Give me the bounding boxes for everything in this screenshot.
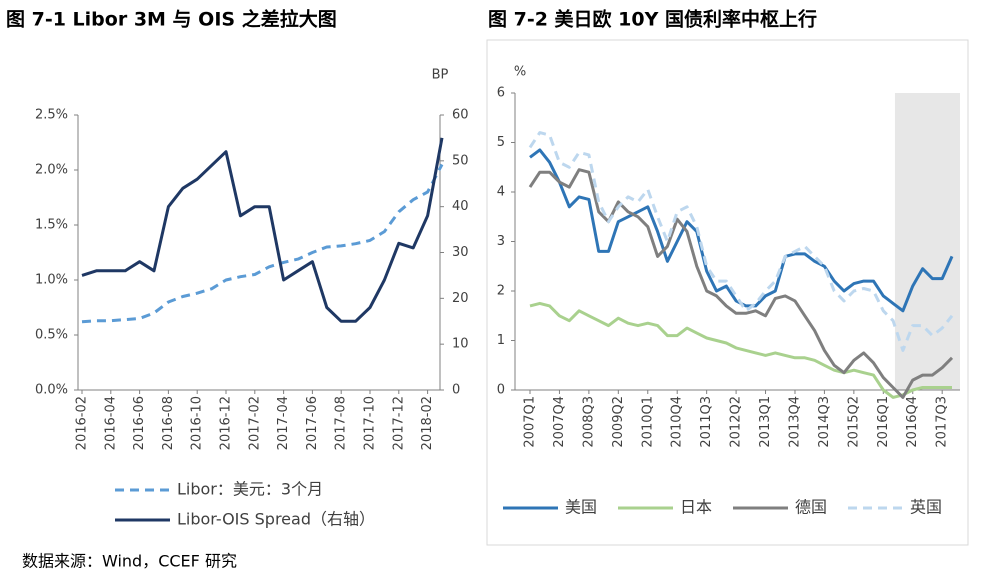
x-tick-label: 2017-12 [391, 396, 406, 450]
x-tick-label: 2008Q3 [581, 396, 596, 448]
y2-tick-label: 0 [452, 383, 460, 398]
x-tick-label: 2017-10 [363, 396, 378, 450]
x-tick-label: 2014Q3 [817, 396, 832, 448]
x-tick-label: 2016-04 [103, 396, 118, 450]
x-tick-label: 2017-06 [305, 396, 320, 450]
y-tick-label: 1.5% [35, 218, 68, 233]
x-tick-label: 2007Q1 [523, 396, 538, 448]
x-tick-label: 2016-06 [132, 396, 147, 450]
y-tick-label: 6 [497, 86, 505, 101]
chart-title: 图 7-1 Libor 3M 与 OIS 之差拉大图 [6, 8, 337, 31]
legend-label: Libor-OIS Spread（右轴） [177, 510, 375, 529]
line-series [529, 301, 952, 399]
y2-tick-label: 20 [452, 291, 469, 306]
y-tick-label: 0 [497, 383, 505, 398]
legend-label: 日本 [680, 498, 712, 517]
x-tick-label: 2015Q2 [846, 396, 861, 448]
x-tick-label: 2017-08 [334, 396, 349, 450]
chart-title: 图 7-2 美日欧 10Y 国债利率中枢上行 [488, 8, 817, 31]
y2-tick-label: 10 [452, 337, 469, 352]
x-tick-label: 2016-08 [161, 396, 176, 450]
x-tick-label: 2017Q3 [935, 396, 950, 448]
x-tick-label: 2018-02 [420, 396, 435, 450]
x-tick-label: 2016-10 [190, 396, 205, 450]
y-tick-label: 0.5% [35, 328, 68, 343]
y2-tick-label: 50 [452, 153, 469, 168]
x-tick-label: 2016-02 [75, 396, 90, 450]
panel-border [486, 39, 969, 546]
x-tick-label: 2016Q1 [876, 396, 891, 448]
y-axis-label: % [514, 65, 526, 80]
line-series [81, 137, 444, 323]
x-tick-label: 2011Q3 [699, 396, 714, 448]
y-tick-label: 1.0% [35, 273, 68, 288]
x-tick-label: 2017-04 [276, 396, 291, 450]
highlight-band [894, 93, 960, 390]
x-tick-label: 2013Q1 [758, 396, 773, 448]
x-tick-label: 2007Q4 [552, 396, 567, 448]
y-tick-label: 2.5% [35, 108, 68, 123]
line-series [81, 163, 444, 324]
y2-axis-label: BP [432, 68, 449, 83]
x-tick-label: 2016-12 [219, 396, 234, 450]
y-tick-label: 1 [497, 333, 505, 348]
legend-label: 英国 [910, 498, 942, 517]
y-tick-label: 4 [497, 185, 505, 200]
y2-tick-label: 60 [452, 108, 469, 123]
y-tick-label: 2 [497, 284, 505, 299]
y-tick-label: 2.0% [35, 163, 68, 178]
x-tick-label: 2010Q1 [640, 396, 655, 448]
line-series [528, 168, 954, 399]
x-tick-label: 2010Q4 [670, 396, 685, 448]
x-tick-label: 2009Q2 [611, 396, 626, 448]
x-tick-label: 2017-02 [247, 396, 262, 450]
legend-label: Libor：美元：3个月 [177, 480, 323, 499]
x-tick-label: 2012Q2 [729, 396, 744, 448]
line-series [528, 131, 954, 352]
y-tick-label: 0.0% [35, 383, 68, 398]
line-series [529, 148, 954, 313]
y-tick-label: 3 [497, 234, 505, 249]
x-tick-label: 2013Q4 [787, 396, 802, 448]
x-tick-label: 2016Q4 [905, 396, 920, 448]
legend-label: 德国 [795, 498, 827, 517]
y-tick-label: 5 [497, 135, 505, 150]
legend-label: 美国 [565, 498, 597, 517]
source-note: 数据来源：Wind，CCEF 研究 [22, 552, 237, 571]
y2-tick-label: 30 [452, 245, 469, 260]
y2-tick-label: 40 [452, 199, 469, 214]
